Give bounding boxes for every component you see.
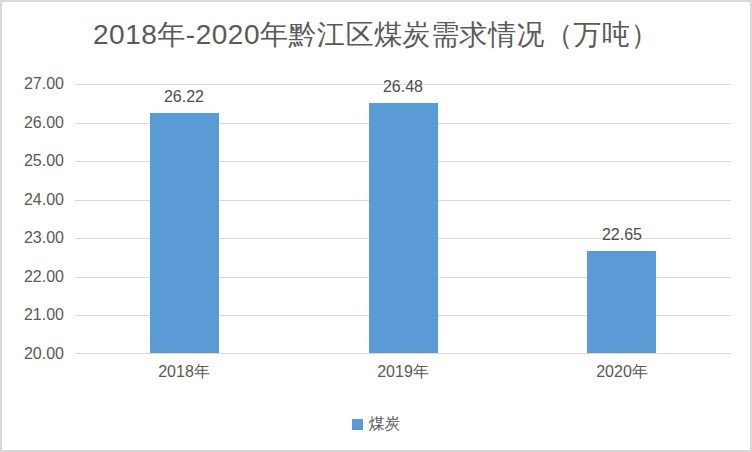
y-axis-tick-label: 24.00 — [2, 191, 64, 209]
data-label-2020年: 22.65 — [562, 226, 682, 244]
chart: 2018年-2020年黔江区煤炭需求情况（万吨） 27.00 26.00 25.00… — [0, 0, 752, 452]
bar-2018年 — [150, 113, 219, 353]
y-axis-tick-label: 21.00 — [2, 306, 64, 324]
legend-label: 煤炭 — [369, 414, 401, 435]
plot-area — [75, 84, 731, 354]
x-axis-category-label: 2018年 — [104, 362, 264, 383]
bar-2019年 — [369, 103, 438, 353]
y-axis-tick-label: 20.00 — [2, 345, 64, 363]
x-axis-category-label: 2020年 — [542, 362, 702, 383]
y-axis-tick-label: 22.00 — [2, 268, 64, 286]
y-axis-tick-label: 23.00 — [2, 229, 64, 247]
data-label-2018年: 26.22 — [124, 88, 244, 106]
bar-2020年 — [587, 251, 656, 353]
y-axis-tick-label: 26.00 — [2, 114, 64, 132]
y-axis-tick-label: 27.00 — [2, 75, 64, 93]
y-axis-tick-label: 25.00 — [2, 152, 64, 170]
x-axis-category-label: 2019年 — [323, 362, 483, 383]
data-label-2019年: 26.48 — [343, 78, 463, 96]
chart-title: 2018年-2020年黔江区煤炭需求情况（万吨） — [2, 16, 750, 54]
legend: 煤炭 — [2, 414, 750, 435]
legend-swatch-icon — [352, 419, 363, 430]
y-axis: 27.00 26.00 25.00 24.00 23.00 22.00 21.00 20.00 — [2, 2, 64, 452]
